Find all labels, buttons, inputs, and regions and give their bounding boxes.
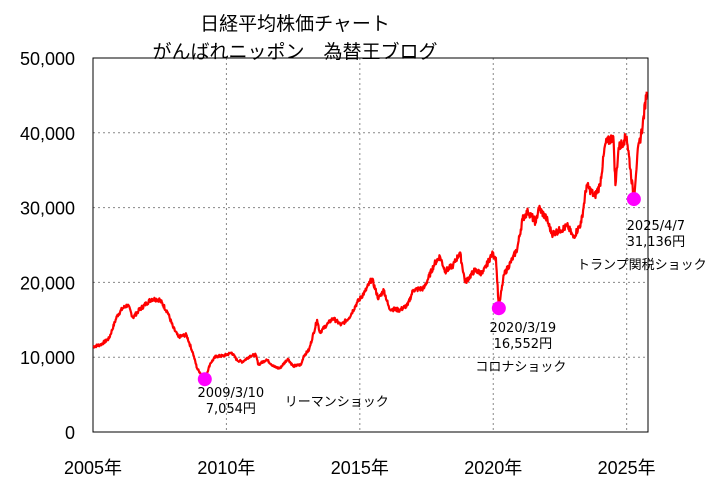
y-tick-label: 30,000: [20, 199, 75, 219]
series-line: [92, 91, 648, 381]
annotations: 2009/3/107,054円 リーマンショック 2020/3/1916,552円コ…: [197, 192, 707, 417]
annotation-event: リーマンショック: [285, 395, 389, 410]
y-tick-label: 20,000: [20, 273, 75, 293]
x-axis-tick-labels: 2005年 2010年 2015年 2020年 2025年: [64, 458, 656, 478]
plot-frame: [92, 57, 649, 433]
gridlines: [93, 58, 648, 432]
annotation-value: 7,054円: [206, 402, 256, 417]
chart-title: 日経平均株価チャート: [200, 13, 390, 35]
annotation-marker: [626, 192, 641, 207]
annotation-date: 2025/4/7: [627, 219, 685, 234]
y-axis-tick-labels: 0 10,000 20,000 30,000 40,000 50,000: [20, 49, 75, 443]
series-group: [92, 91, 648, 381]
annotation-date: 2009/3/10: [197, 386, 264, 401]
x-tick-label: 2025年: [598, 458, 656, 478]
chart-subtitle: がんばれニッポン 為替王ブログ: [152, 40, 437, 63]
y-tick-label: 10,000: [20, 348, 75, 368]
annotation-marker: [491, 301, 506, 316]
x-tick-label: 2020年: [464, 458, 522, 478]
annotation-marker: [197, 372, 212, 387]
x-tick-label: 2015年: [331, 458, 389, 478]
annotation-value: 31,136円: [627, 235, 686, 250]
y-tick-label: 40,000: [20, 124, 75, 144]
y-tick-label: 50,000: [20, 49, 75, 69]
y-tick-label: 0: [65, 423, 75, 443]
annotation-value: 16,552円: [494, 337, 553, 352]
x-tick-label: 2010年: [197, 458, 255, 478]
annotation-event: コロナショック: [475, 360, 566, 375]
axes: [92, 57, 649, 433]
x-tick-label: 2005年: [64, 458, 122, 478]
annotation-date: 2020/3/19: [490, 321, 557, 336]
annotation-event: トランプ関税ショック: [577, 258, 707, 273]
